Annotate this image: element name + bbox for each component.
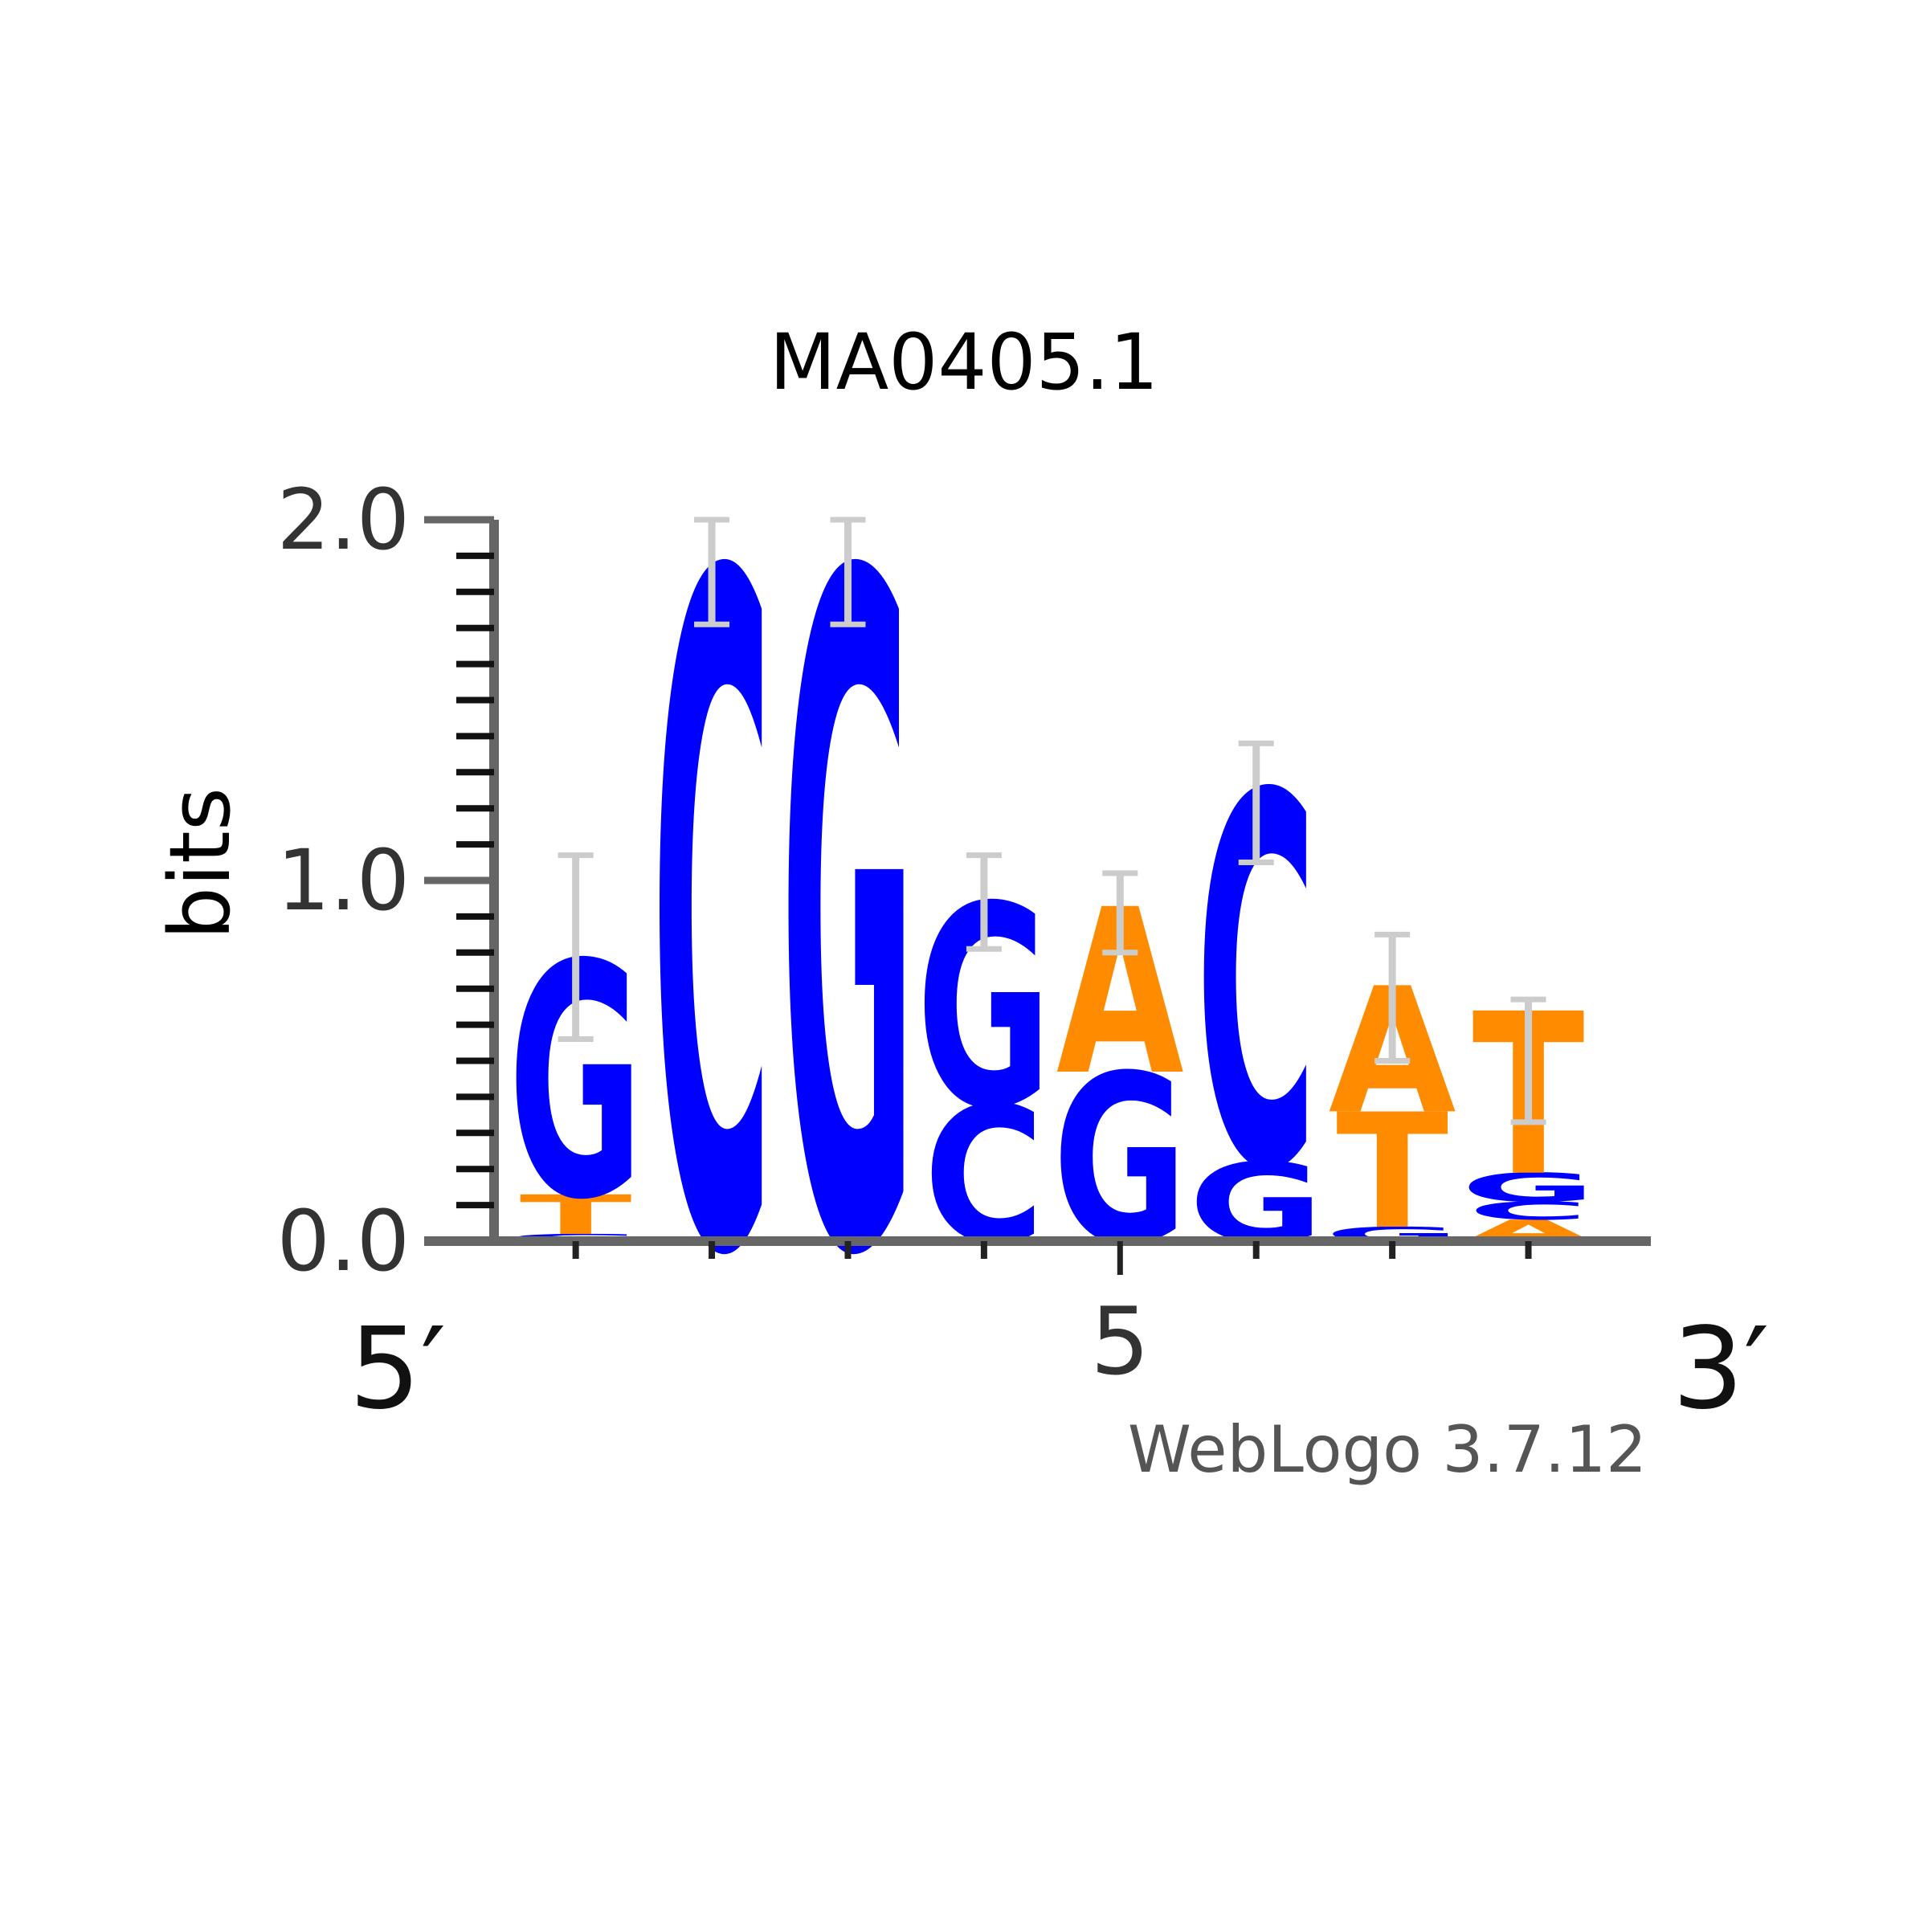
y-tick-label: 0.0: [277, 1192, 410, 1290]
logo-letter-g-pos8: G: [1460, 1165, 1595, 1211]
y-tick-label: 1.0: [277, 831, 410, 929]
logo-letter-t-pos7: T: [1336, 1080, 1448, 1264]
footer-credit: WebLogo 3.7.12: [1128, 1412, 1647, 1487]
y-axis-label: bits: [151, 787, 249, 940]
five-prime-label: 5′: [349, 1304, 447, 1435]
logo-letter-c-pos8: C: [1468, 1197, 1588, 1226]
x-tick-label: 5: [1090, 1288, 1150, 1396]
three-prime-label: 3′: [1673, 1304, 1770, 1435]
chart-title: MA0405.1: [769, 317, 1159, 407]
y-tick-label: 2.0: [277, 471, 410, 569]
